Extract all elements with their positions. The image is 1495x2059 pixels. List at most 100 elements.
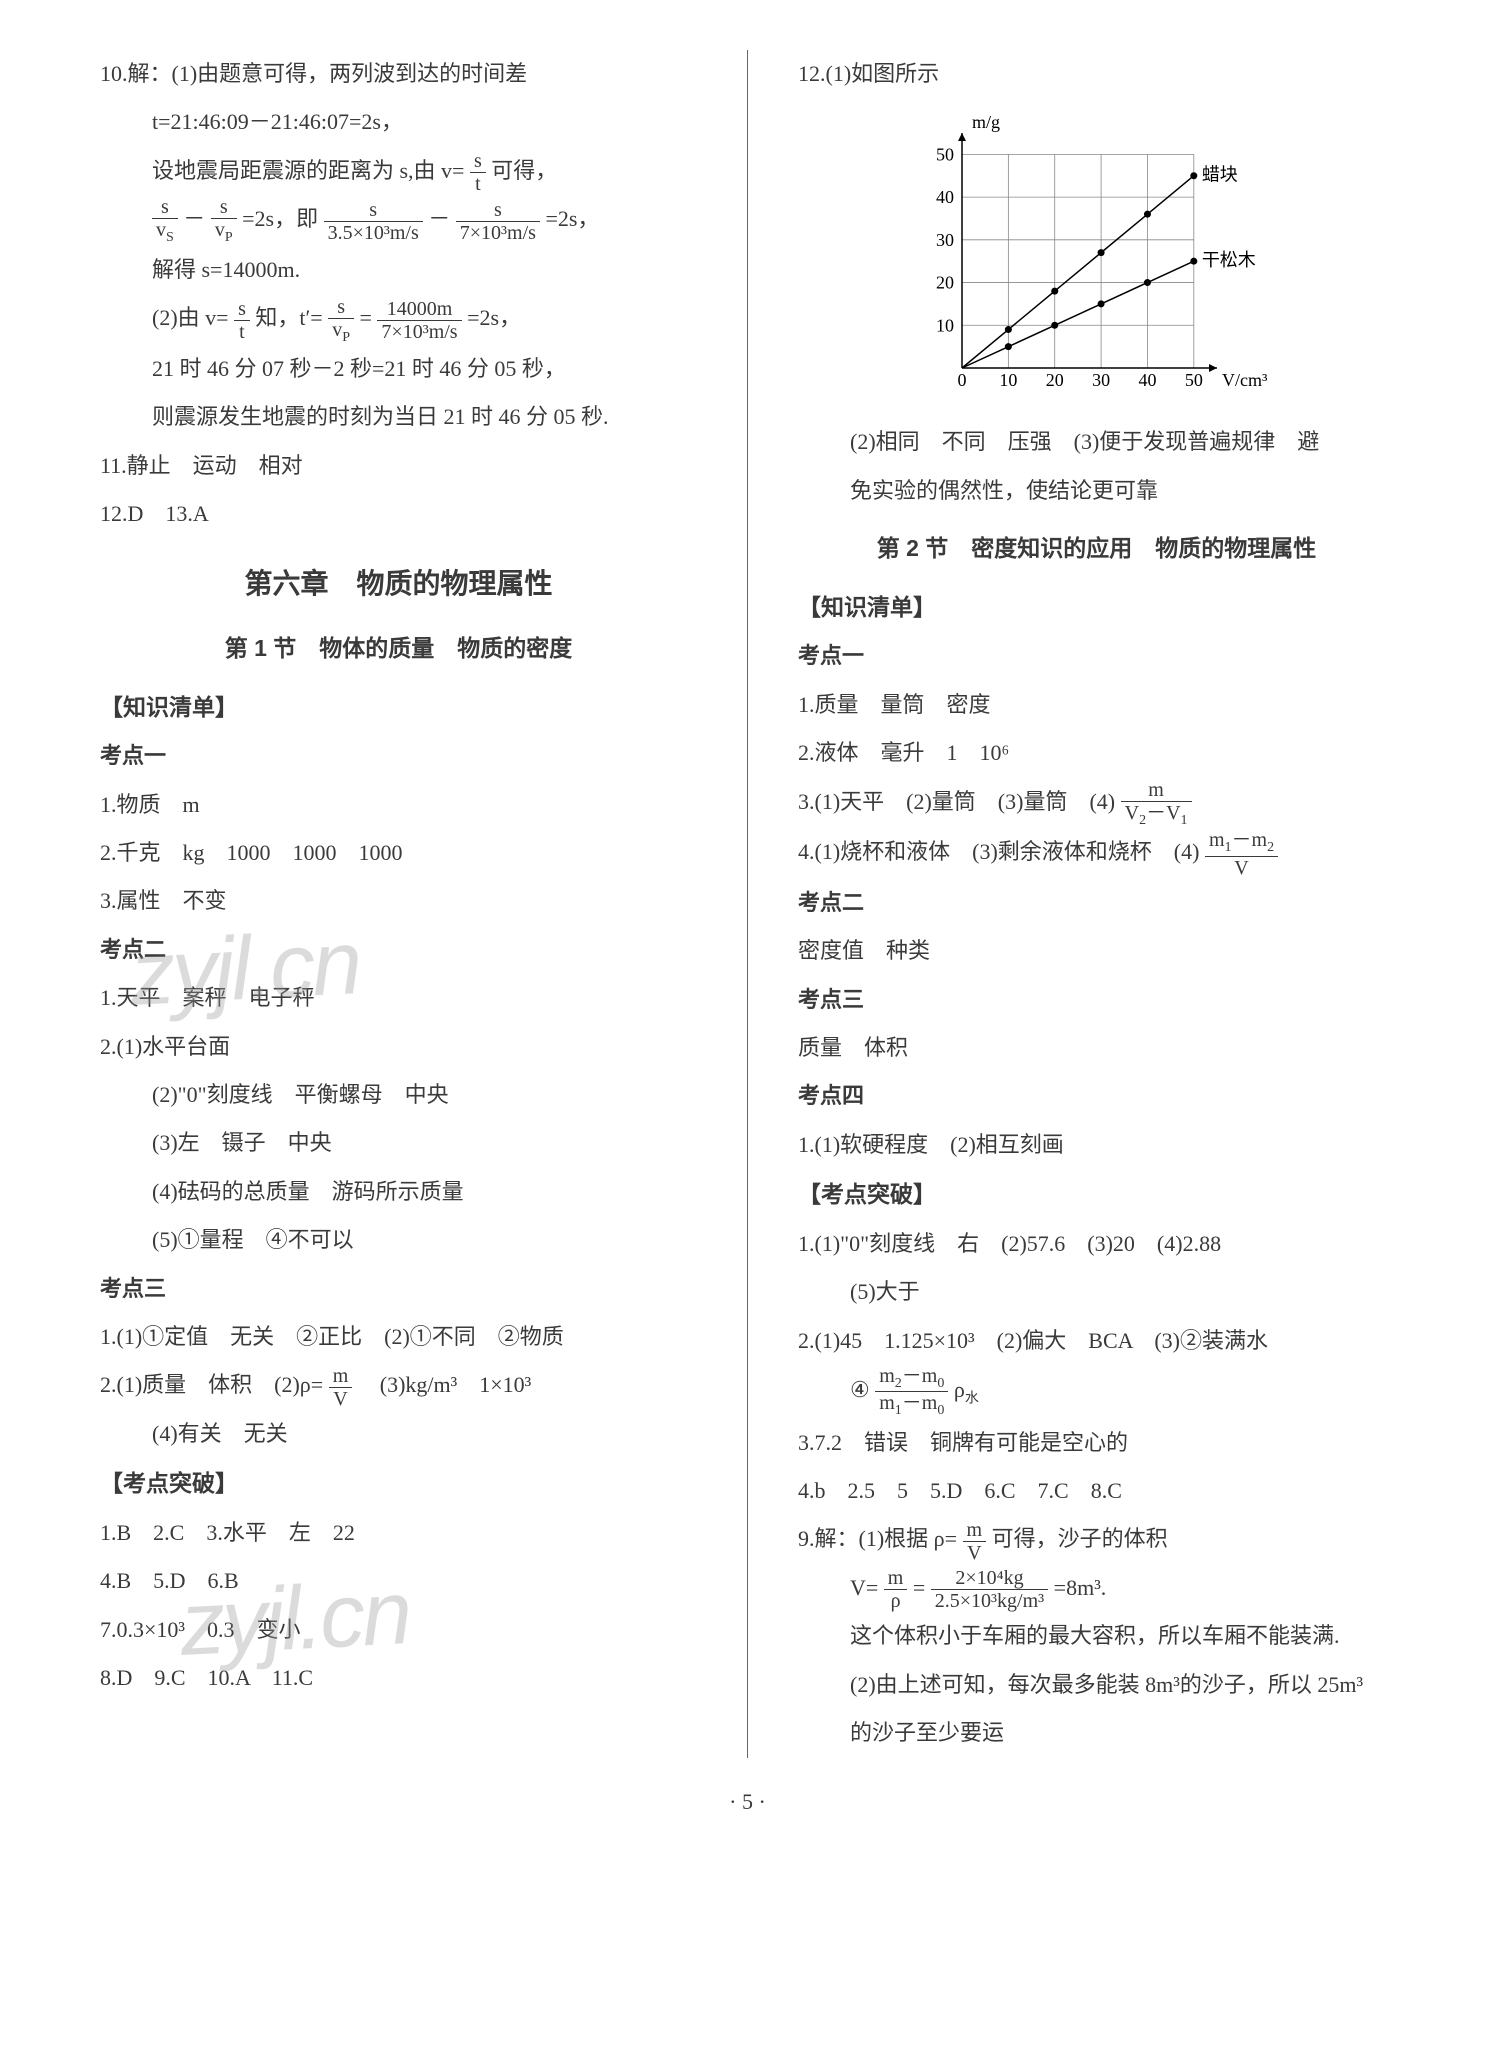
r1: 1.质量 量筒 密度 (798, 681, 1395, 729)
k1-3: 3.属性 不变 (100, 877, 697, 925)
k2-2-5: (5)①量程 ④不可以 (100, 1216, 697, 1264)
frac3: 14000m7×10³m/s (377, 298, 461, 343)
section2-title: 第 2 节 密度知识的应用 物质的物理属性 (798, 523, 1395, 574)
k2-1: 1.天平 案秤 电子秤 (100, 974, 697, 1022)
svg-text:30: 30 (1092, 370, 1110, 390)
q10-solve: 解得 s=14000m. (100, 246, 697, 294)
chapter-title: 第六章 物质的物理属性 (100, 553, 697, 615)
r4: 4.(1)烧杯和液体 (3)剩余液体和烧杯 (4) m1－m2V (798, 828, 1395, 879)
q10-set: 设地震局距震源的距离为 s,由 v= st 可得， (100, 147, 697, 195)
svg-text:10: 10 (999, 370, 1017, 390)
kd3: 考点三 (100, 1265, 697, 1313)
text: =2s，即 (242, 206, 318, 231)
t4-6: 4.B 5.D 6.B (100, 1557, 697, 1605)
rt9-v: V= mρ = 2×10⁴kg2.5×10³kg/m³ =8m³. (798, 1564, 1395, 1612)
r3: 3.(1)天平 (2)量筒 (3)量筒 (4) mV2－V1 (798, 778, 1395, 829)
q10-p2: (2)由 v= st 知，t′= svP = 14000m7×10³m/s =2… (100, 294, 697, 345)
page-columns: 10.解：(1)由题意可得，两列波到达的时间差 t=21:46:09－21:46… (100, 50, 1395, 1758)
t7: 7.0.3×10³ 0.3 变小 (100, 1606, 697, 1654)
kd1: 考点一 (100, 732, 697, 780)
text: (2)由 v= (152, 305, 229, 330)
kd3-r: 考点三 (798, 976, 1395, 1024)
rt2-4: ④ m2－m0m1－m0 ρ水 (798, 1365, 1395, 1419)
rt9-3: (2)由上述可知，每次最多能装 8m³的沙子，所以 25m³ (798, 1661, 1395, 1709)
k3-1: 1.(1)①定值 无关 ②正比 (2)①不同 ②物质 (100, 1313, 697, 1361)
section1-title: 第 1 节 物体的质量 物质的密度 (100, 623, 697, 674)
kd2: 考点二 (100, 926, 697, 974)
kdtp: 【考点突破】 (100, 1458, 697, 1509)
text: (3)kg/m³ 1×10³ (358, 1372, 531, 1397)
left-column: 10.解：(1)由题意可得，两列波到达的时间差 t=21:46:09－21:46… (100, 50, 697, 1758)
kdtp-r: 【考点突破】 (798, 1169, 1395, 1220)
frac-s-t: st (470, 150, 486, 195)
mass-volume-chart: 010203040501020304050V/cm³m/g蜡块干松木 (907, 108, 1287, 408)
svg-text:0: 0 (957, 370, 966, 390)
r-kd3: 质量 体积 (798, 1024, 1395, 1072)
svg-text:40: 40 (1138, 370, 1156, 390)
t8-11: 8.D 9.C 10.A 11.C (100, 1654, 697, 1702)
svg-text:50: 50 (936, 145, 954, 165)
text: 可得， (491, 158, 557, 183)
q10-intro: 10.解：(1)由题意可得，两列波到达的时间差 (100, 50, 697, 98)
frac-svs: svS (152, 196, 178, 245)
k2-2-3: (3)左 镊子 中央 (100, 1119, 697, 1167)
text: =2s， (545, 206, 599, 231)
rt1-5: (5)大于 (798, 1268, 1395, 1316)
frac-st2: st (234, 298, 250, 343)
svg-text:蜡块: 蜡块 (1201, 165, 1237, 185)
zsqd-r: 【知识清单】 (798, 582, 1395, 633)
q11: 11.静止 运动 相对 (100, 442, 697, 490)
svg-text:m/g: m/g (972, 112, 1000, 132)
right-column: 12.(1)如图所示 010203040501020304050V/cm³m/g… (798, 50, 1395, 1758)
q12: 12.(1)如图所示 (798, 50, 1395, 98)
frac-m12v: m1－m2V (1205, 829, 1278, 878)
text: 设地震局距震源的距离为 s,由 v= (152, 158, 464, 183)
page-number: · 5 · (100, 1778, 1395, 1826)
frac-mv: mV (329, 1365, 353, 1410)
zsqd: 【知识清单】 (100, 682, 697, 733)
rt3: 3.7.2 错误 铜牌有可能是空心的 (798, 1419, 1395, 1467)
k3-2: 2.(1)质量 体积 (2)ρ= mV (3)kg/m³ 1×10³ (100, 1361, 697, 1409)
text: V= (850, 1575, 878, 1600)
frac-big: 2×10⁴kg2.5×10³kg/m³ (931, 1567, 1048, 1612)
k2-2-2: (2)"0"刻度线 平衡螺母 中央 (100, 1071, 697, 1119)
rt9: 9.解：(1)根据 ρ= mV 可得，沙子的体积 (798, 1515, 1395, 1563)
text: 可得，沙子的体积 (992, 1526, 1168, 1551)
frac-svp: svP (211, 196, 237, 245)
kd4-r: 考点四 (798, 1072, 1395, 1120)
svg-text:20: 20 (936, 273, 954, 293)
column-divider (747, 50, 748, 1758)
frac-mrho: mρ (884, 1567, 908, 1612)
text: ρ水 (954, 1377, 979, 1402)
frac-m20: m2－m0m1－m0 (875, 1365, 948, 1419)
t1-3: 1.B 2.C 3.水平 左 22 (100, 1509, 697, 1557)
rt9-2: 这个体积小于车厢的最大容积，所以车厢不能装满. (798, 1612, 1395, 1660)
q10-time2: 则震源发生地震的时刻为当日 21 时 46 分 05 秒. (100, 393, 697, 441)
text: ④ (850, 1377, 870, 1402)
kd1-r: 考点一 (798, 632, 1395, 680)
frac1: s3.5×10³m/s (324, 199, 423, 244)
svg-text:干松木: 干松木 (1201, 251, 1255, 271)
text: 4.(1)烧杯和液体 (3)剩余液体和烧杯 (4) (798, 839, 1199, 864)
k1-2: 2.千克 kg 1000 1000 1000 (100, 829, 697, 877)
k2-2-4: (4)砝码的总质量 游码所示质量 (100, 1168, 697, 1216)
text: =8m³. (1054, 1575, 1107, 1600)
text: =2s， (467, 305, 521, 330)
q12-2: (2)相同 不同 压强 (3)便于发现普遍规律 避 (798, 418, 1395, 466)
frac2: s7×10³m/s (456, 199, 540, 244)
q12-2b: 免实验的偶然性，使结论更可靠 (798, 467, 1395, 515)
chart-container: 010203040501020304050V/cm³m/g蜡块干松木 (798, 108, 1395, 408)
r-kd2: 密度值 种类 (798, 927, 1395, 975)
text: 3.(1)天平 (2)量筒 (3)量筒 (4) (798, 789, 1115, 814)
svg-text:10: 10 (936, 316, 954, 336)
text: 2.(1)质量 体积 (2)ρ= (100, 1372, 323, 1397)
frac-svp2: svP (328, 296, 354, 345)
rt1: 1.(1)"0"刻度线 右 (2)57.6 (3)20 (4)2.88 (798, 1220, 1395, 1268)
rt9-4: 的沙子至少要运 (798, 1709, 1395, 1757)
kd2-r: 考点二 (798, 879, 1395, 927)
frac-mv2: mV (963, 1519, 987, 1564)
text: = (913, 1575, 925, 1600)
k2-2: 2.(1)水平台面 (100, 1023, 697, 1071)
svg-text:50: 50 (1184, 370, 1202, 390)
text: 知，t′= (255, 305, 322, 330)
